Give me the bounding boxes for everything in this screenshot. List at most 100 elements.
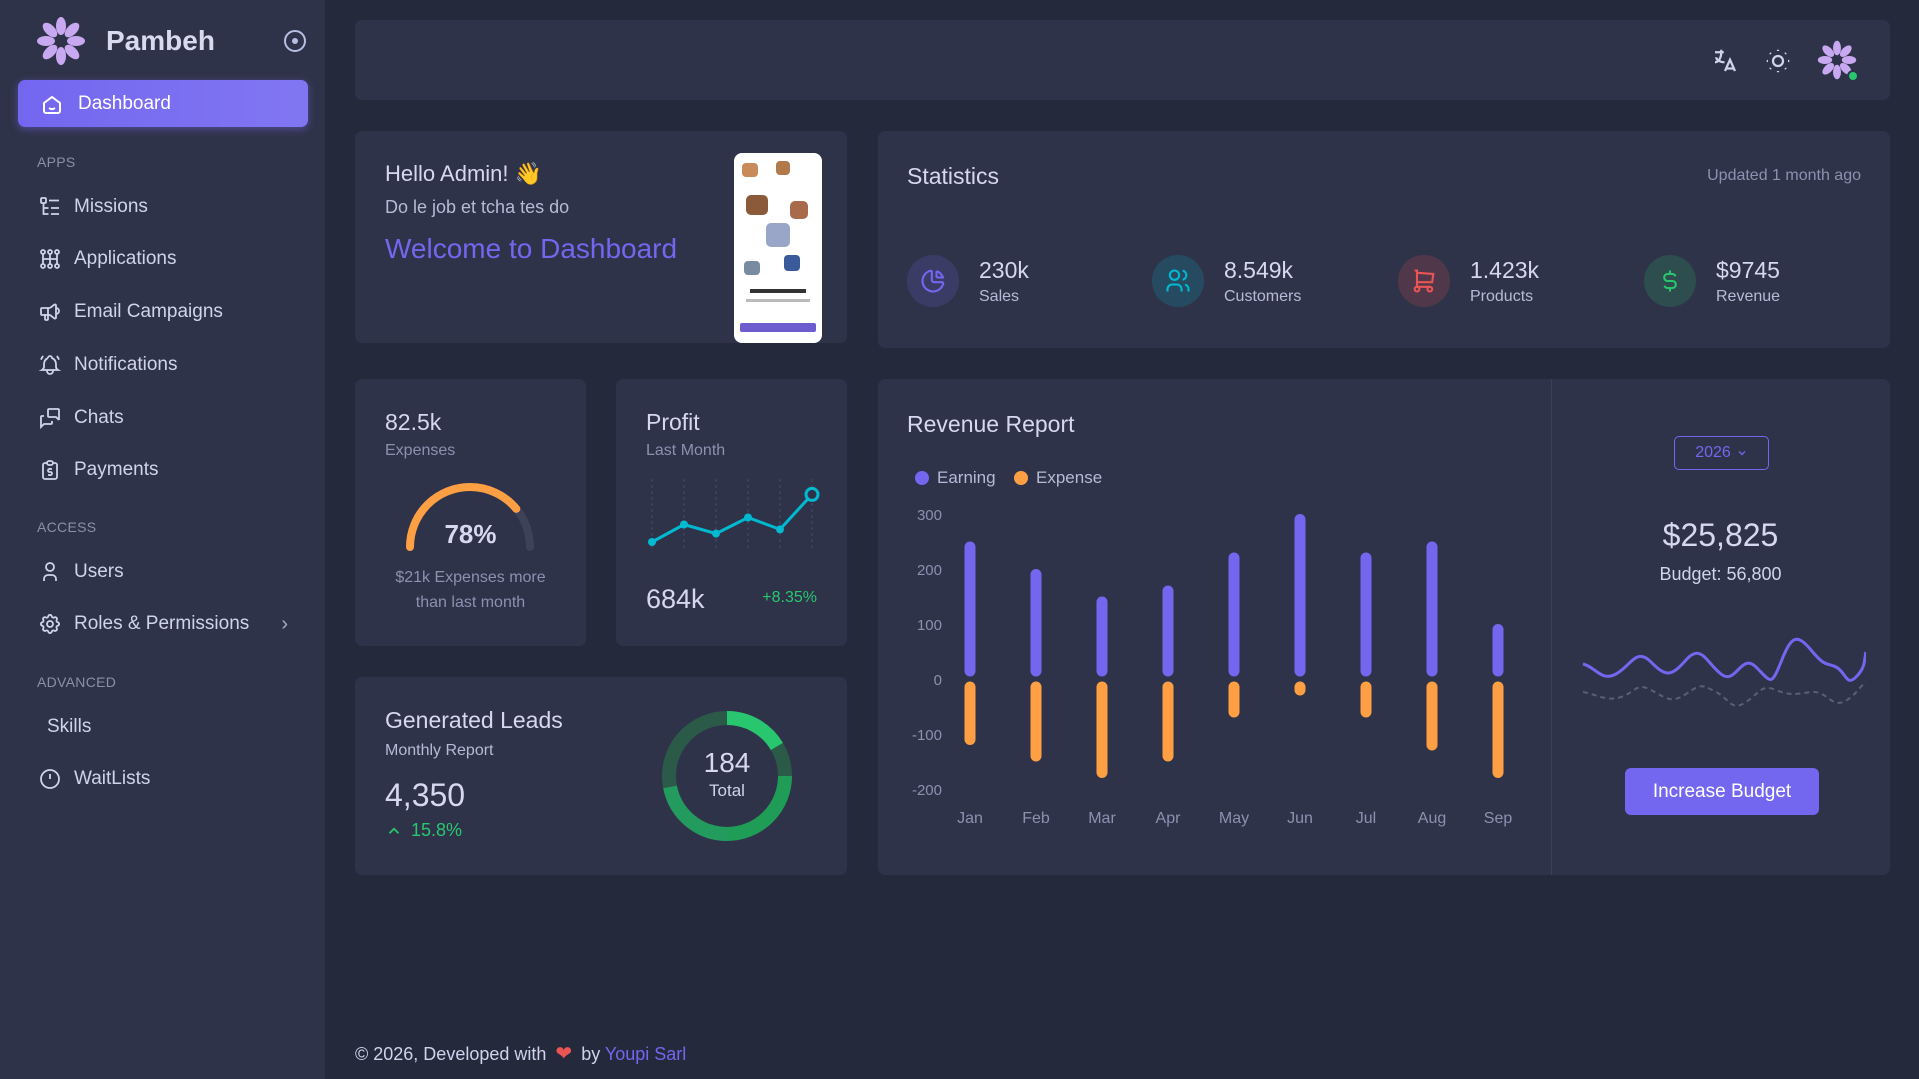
sidebar-item-users[interactable]: Users — [38, 557, 288, 587]
expenses-note-1: $21k Expenses more — [395, 569, 546, 586]
section-title-apps: APPS — [37, 154, 76, 170]
stat-label: Products — [1470, 287, 1534, 305]
sidebar-item-email-campaigns[interactable]: Email Campaigns — [38, 297, 288, 327]
avatar[interactable] — [1817, 40, 1859, 82]
sidebar-item-label: Dashboard — [78, 92, 171, 114]
pie-chart-icon — [907, 255, 959, 307]
y-tick-label: 200 — [917, 562, 942, 579]
sidebar-toggle-icon[interactable] — [284, 30, 306, 52]
bell-icon — [38, 355, 62, 375]
profit-value: 684k — [646, 584, 705, 614]
sidebar-item-skills[interactable]: Skills — [47, 712, 297, 742]
report-money-icon — [42, 460, 58, 480]
sidebar-item-missions[interactable]: Missions — [38, 192, 288, 222]
leads-card: Generated Leads Monthly Report 4,350 15.… — [355, 677, 847, 875]
x-tick-label: Feb — [1022, 810, 1050, 827]
legend-earning: Earning — [915, 468, 996, 488]
brand-logo-icon — [37, 17, 85, 65]
leads-total-label: Total — [709, 781, 745, 800]
revenue-title: Revenue Report — [907, 411, 1075, 437]
list-tree-icon — [40, 197, 59, 215]
sidebar-item-roles-permissions[interactable]: Roles & Permissions › — [38, 609, 288, 639]
x-tick-label: Jan — [957, 810, 983, 827]
y-tick-label: 0 — [934, 672, 942, 689]
greeting: Hello Admin! 👋 — [385, 161, 543, 186]
legend-label: Expense — [1036, 468, 1103, 487]
revenue-bar-chart: 300 200 100 0 -100 -200 Jan Feb Mar Apr May Jun Jul A… — [912, 509, 1513, 827]
y-tick-label: 100 — [917, 617, 942, 634]
brand-name: Pambeh — [106, 25, 215, 56]
footer-by: by — [581, 1044, 601, 1064]
leads-change: 15.8% — [385, 820, 462, 841]
x-tick-label: Jun — [1287, 810, 1313, 827]
section-title-advanced: ADVANCED — [37, 674, 117, 690]
sidebar-item-payments[interactable]: Payments — [38, 455, 288, 485]
sidebar-item-label: Missions — [74, 196, 148, 217]
section-title-access: ACCESS — [37, 519, 97, 535]
users-icon — [1152, 255, 1204, 307]
x-tick-label: Sep — [1484, 810, 1513, 827]
stat-sales: 230k Sales — [907, 255, 1029, 307]
y-tick-label: -200 — [912, 782, 942, 799]
stat-value: 1.423k — [1470, 256, 1540, 283]
year-dropdown-value: 2026 — [1695, 444, 1731, 461]
year-dropdown[interactable]: 2026 — [1674, 436, 1769, 470]
stat-label: Customers — [1224, 287, 1302, 305]
leads-title: Generated Leads — [385, 707, 563, 733]
footer-prefix: © 2026, Developed with — [355, 1044, 547, 1064]
leads-value: 4,350 — [385, 777, 466, 813]
footer-company-link[interactable]: Youpi Sarl — [604, 1044, 687, 1064]
sidebar-item-label: Email Campaigns — [74, 301, 223, 322]
stat-label: Revenue — [1716, 287, 1781, 305]
x-tick-label: May — [1219, 810, 1249, 827]
sidebar-item-chats[interactable]: Chats — [38, 403, 288, 433]
expenses-value: 82.5k — [385, 409, 442, 435]
online-status-dot — [1847, 70, 1859, 82]
statistics-title: Statistics — [907, 163, 1000, 189]
sun-icon[interactable] — [1763, 46, 1793, 76]
clock-icon — [40, 769, 60, 789]
sidebar-item-label: WaitLists — [74, 768, 151, 789]
sidebar-item-label: Notifications — [74, 354, 178, 375]
sitemap-icon — [40, 249, 60, 269]
phone-illustration — [734, 153, 822, 343]
brand[interactable]: Pambeh — [36, 16, 215, 66]
profit-subtitle: Last Month — [646, 442, 726, 459]
top-navbar — [355, 20, 1890, 100]
welcome-headline: Welcome to Dashboard — [385, 233, 678, 264]
expenses-note-2: than last month — [415, 594, 526, 611]
sidebar-item-label: Applications — [74, 248, 177, 269]
leads-change-value: 15.8% — [411, 820, 463, 840]
cart-icon — [1398, 255, 1450, 307]
sidebar-item-applications[interactable]: Applications — [38, 244, 288, 274]
sidebar-item-label: Payments — [74, 459, 159, 480]
sidebar-item-label: Users — [74, 561, 124, 582]
home-icon — [43, 95, 61, 114]
sidebar-item-notifications[interactable]: Notifications — [38, 350, 288, 380]
stat-revenue: $9745 Revenue — [1644, 255, 1780, 307]
sidebar-item-label: Roles & Permissions — [74, 613, 250, 634]
legend-label: Earning — [937, 468, 996, 487]
stat-value: 230k — [979, 256, 1029, 283]
sidebar-item-waitlists[interactable]: WaitLists — [38, 764, 288, 794]
x-tick-label: Apr — [1156, 810, 1182, 827]
sidebar-item-dashboard[interactable]: Dashboard — [18, 80, 308, 127]
profit-card: Profit Last Month 684k +8.35% — [616, 379, 847, 646]
expenses-label: Expenses — [385, 442, 456, 459]
profit-point — [744, 513, 752, 522]
statistics-updated: Updated 1 month ago — [1707, 167, 1861, 184]
leads-subtitle: Monthly Report — [385, 742, 494, 759]
revenue-card: Revenue Report Earning Expense 300 200 100… — [878, 379, 1890, 875]
revenue-amount: $25,825 — [1662, 517, 1779, 553]
budget-sparkline — [1582, 637, 1866, 707]
heart-icon: ❤ — [555, 1043, 573, 1065]
increase-budget-button[interactable]: Increase Budget — [1625, 768, 1819, 815]
chevron-down-icon — [1738, 451, 1746, 456]
language-icon[interactable] — [1710, 46, 1740, 76]
profit-point — [648, 538, 656, 546]
profit-change: +8.35% — [762, 589, 817, 606]
sidebar: Pambeh Dashboard APPS Missions Applicati… — [0, 0, 325, 1079]
sidebar-item-label: Skills — [47, 716, 92, 737]
x-tick-label: Aug — [1418, 810, 1446, 827]
user-icon — [43, 562, 57, 581]
